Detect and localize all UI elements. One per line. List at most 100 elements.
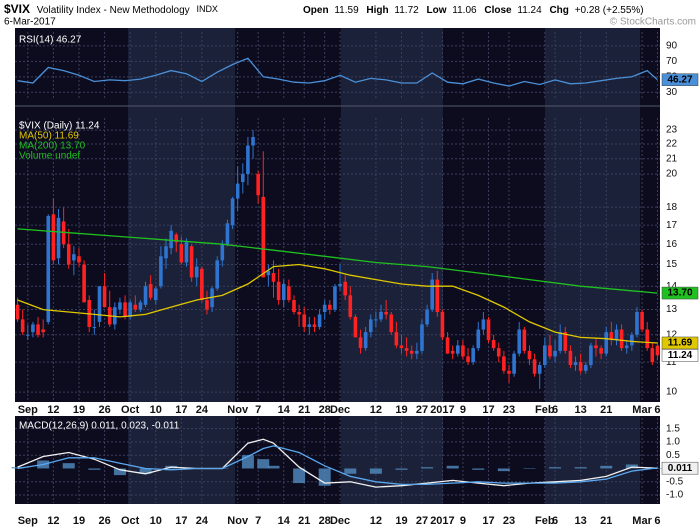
x-tick-label: 13 <box>575 404 587 416</box>
candle-body <box>496 348 501 357</box>
open-label: Open <box>303 5 329 16</box>
candle-body <box>312 324 317 327</box>
x-tick-label: 17 <box>175 515 187 527</box>
candle-body <box>609 332 614 341</box>
candle-body <box>568 350 573 365</box>
histogram-bar <box>267 465 280 469</box>
candle-body <box>220 244 225 261</box>
close-label: Close <box>484 5 512 16</box>
x-tick-label: 2017 <box>430 404 454 416</box>
series-line <box>17 57 658 87</box>
candle-body <box>461 345 465 357</box>
candle-body <box>440 311 445 338</box>
candle-body <box>153 288 158 301</box>
candle-body <box>317 314 322 327</box>
histogram-bar <box>523 468 536 469</box>
x-tick-label: 12 <box>370 515 382 527</box>
candle-body <box>31 324 35 333</box>
x-tick-label: 21 <box>298 515 310 527</box>
candle-body <box>215 260 220 289</box>
candle-body <box>266 270 271 276</box>
y-tick-label: 22 <box>666 139 678 150</box>
candle-body <box>159 256 163 287</box>
x-tick-label: 27 <box>416 515 428 527</box>
date: 6-Mar-2017 <box>4 17 56 28</box>
histogram-bar <box>421 467 434 469</box>
candle-body <box>41 329 45 333</box>
y-tick-label: 0.5 <box>666 450 680 461</box>
x-tick-label: 12 <box>47 404 59 416</box>
candle-body <box>297 311 301 315</box>
histogram-bar <box>62 463 75 469</box>
candle-body <box>133 304 138 310</box>
header: $VIX Volatility Index - New Methodology … <box>4 2 218 16</box>
candle-body <box>184 242 189 263</box>
histogram-bar <box>88 468 101 470</box>
watermark: © StockCharts.com <box>610 17 696 28</box>
legend-entry: MA(50) 11.69 <box>19 131 79 142</box>
candle-body <box>532 359 537 374</box>
x-tick-label: Feb <box>535 515 555 527</box>
candle-body <box>348 295 353 317</box>
x-tick-label: 24 <box>196 404 209 416</box>
candle-body <box>56 217 61 259</box>
x-tick-label: 19 <box>395 404 407 416</box>
candle-body <box>481 319 486 330</box>
candle-body <box>322 304 327 312</box>
candle-body <box>271 273 276 282</box>
x-tick-label: 6 <box>552 515 558 527</box>
x-tick-label: 17 <box>482 515 494 527</box>
candle-body <box>614 329 619 341</box>
candle-body <box>276 281 281 301</box>
x-tick-label: 26 <box>98 515 110 527</box>
candle-body <box>455 345 460 354</box>
x-tick-label: 17 <box>482 404 494 416</box>
candle-body <box>527 350 532 360</box>
candle-body <box>97 286 102 322</box>
low-label: Low <box>427 5 447 16</box>
x-tick-label: Nov <box>227 404 249 416</box>
change-label: Chg <box>549 5 568 16</box>
y-tick-label: 1.0 <box>666 437 680 448</box>
candle-body <box>425 309 429 325</box>
candle-body <box>261 196 266 278</box>
candle-body <box>102 286 107 308</box>
y-tick-label: 17 <box>666 220 678 231</box>
y-tick-label: -1.0 <box>666 490 684 501</box>
value-badge-label: 11.69 <box>668 338 693 349</box>
candle-body <box>292 300 296 312</box>
candle-body <box>200 268 204 301</box>
histogram-bar <box>369 468 382 474</box>
high-label: High <box>366 5 388 16</box>
candle-body <box>148 284 153 298</box>
x-tick-label: Oct <box>121 404 140 416</box>
ohlc-header: Open 11.59 High 11.72 Low 11.06 Close 11… <box>303 5 644 16</box>
candle-body <box>230 198 235 226</box>
series-line <box>17 263 658 344</box>
month-shade <box>341 28 443 402</box>
candle-body <box>409 350 414 354</box>
legend-entry: Volume undef <box>19 151 80 162</box>
candle-body <box>374 319 378 321</box>
x-tick-label: 23 <box>503 404 515 416</box>
candle-body <box>594 345 598 349</box>
candle-body <box>384 311 388 315</box>
candle-body <box>251 136 255 146</box>
candle-body <box>179 244 184 263</box>
x-tick-label: 10 <box>150 515 162 527</box>
y-tick-label: 12 <box>666 329 678 340</box>
x-tick-label: 2017 <box>430 515 454 527</box>
candle-body <box>619 329 624 349</box>
candle-body <box>558 332 562 351</box>
candle-body <box>138 302 143 310</box>
y-tick-label: 21 <box>666 153 678 164</box>
candle-body <box>522 329 527 351</box>
low-value: 11.06 <box>452 5 477 16</box>
candle-body <box>645 329 650 349</box>
candle-body <box>415 350 419 354</box>
x-tick-label: 9 <box>460 515 466 527</box>
value-badge <box>661 349 699 362</box>
y-tick-label: 1.5 <box>666 423 680 434</box>
candle-body <box>466 356 470 363</box>
